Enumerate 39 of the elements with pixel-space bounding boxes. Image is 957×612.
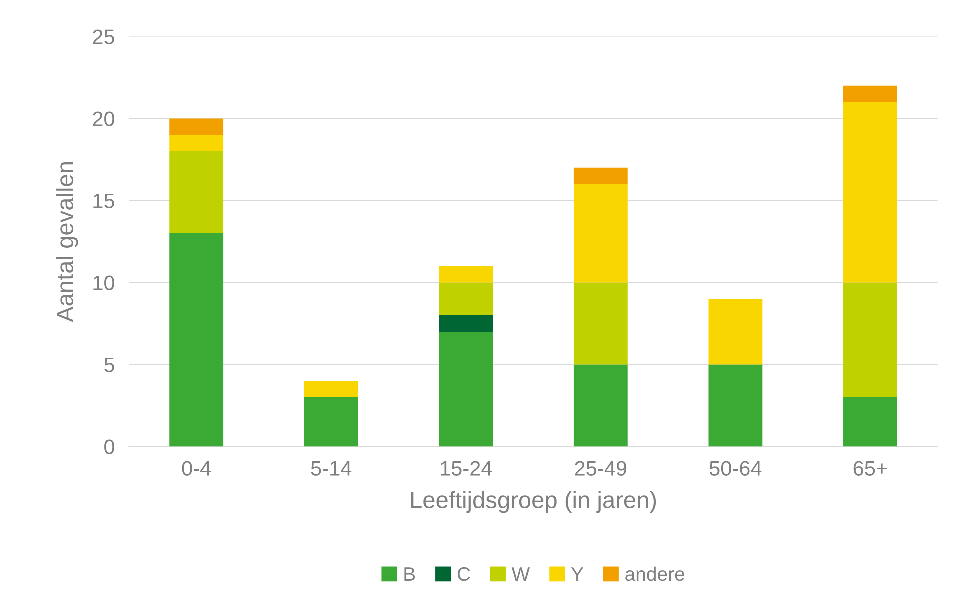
x-tick-label: 15-24 [441,461,492,476]
bar [574,168,628,184]
y-tick-label: 10 [94,276,114,290]
bar [844,282,898,398]
legend-label: W [512,568,530,581]
legend-label: B [404,568,416,581]
bar [439,316,494,332]
x-tick-label: 50-64 [710,461,762,476]
legend-label: C [458,567,470,582]
bar [170,152,224,234]
bar [170,118,224,136]
bar [439,332,494,447]
y-tick-label: 0 [104,440,114,455]
bar [170,135,224,152]
x-tick-label: 65+ [854,461,888,476]
x-tick-label: 0-4 [182,461,212,476]
bar [574,184,628,283]
x-tick-label: 25-49 [575,461,627,476]
bar [844,398,898,447]
bar [439,266,494,283]
bar [304,381,358,398]
bar [304,398,358,447]
x-axis-title: Leeftijdsgroep (in jaren) [411,491,656,514]
bar [708,364,763,447]
y-axis-title: Aantal gevallen [56,162,78,322]
y-tick-label: 15 [94,194,114,208]
bar [574,364,628,447]
y-tick-label: 20 [93,112,114,126]
y-tick-label: 5 [104,358,114,373]
bar [844,102,898,283]
legend-label: Y [571,568,584,581]
bar [574,282,628,365]
bar [170,234,224,447]
legend-label: andere [626,566,684,582]
bar [708,299,763,365]
x-tick-label: 5-14 [311,461,352,476]
y-tick-label: 25 [93,30,114,44]
bar [439,282,494,316]
bar [844,86,898,102]
